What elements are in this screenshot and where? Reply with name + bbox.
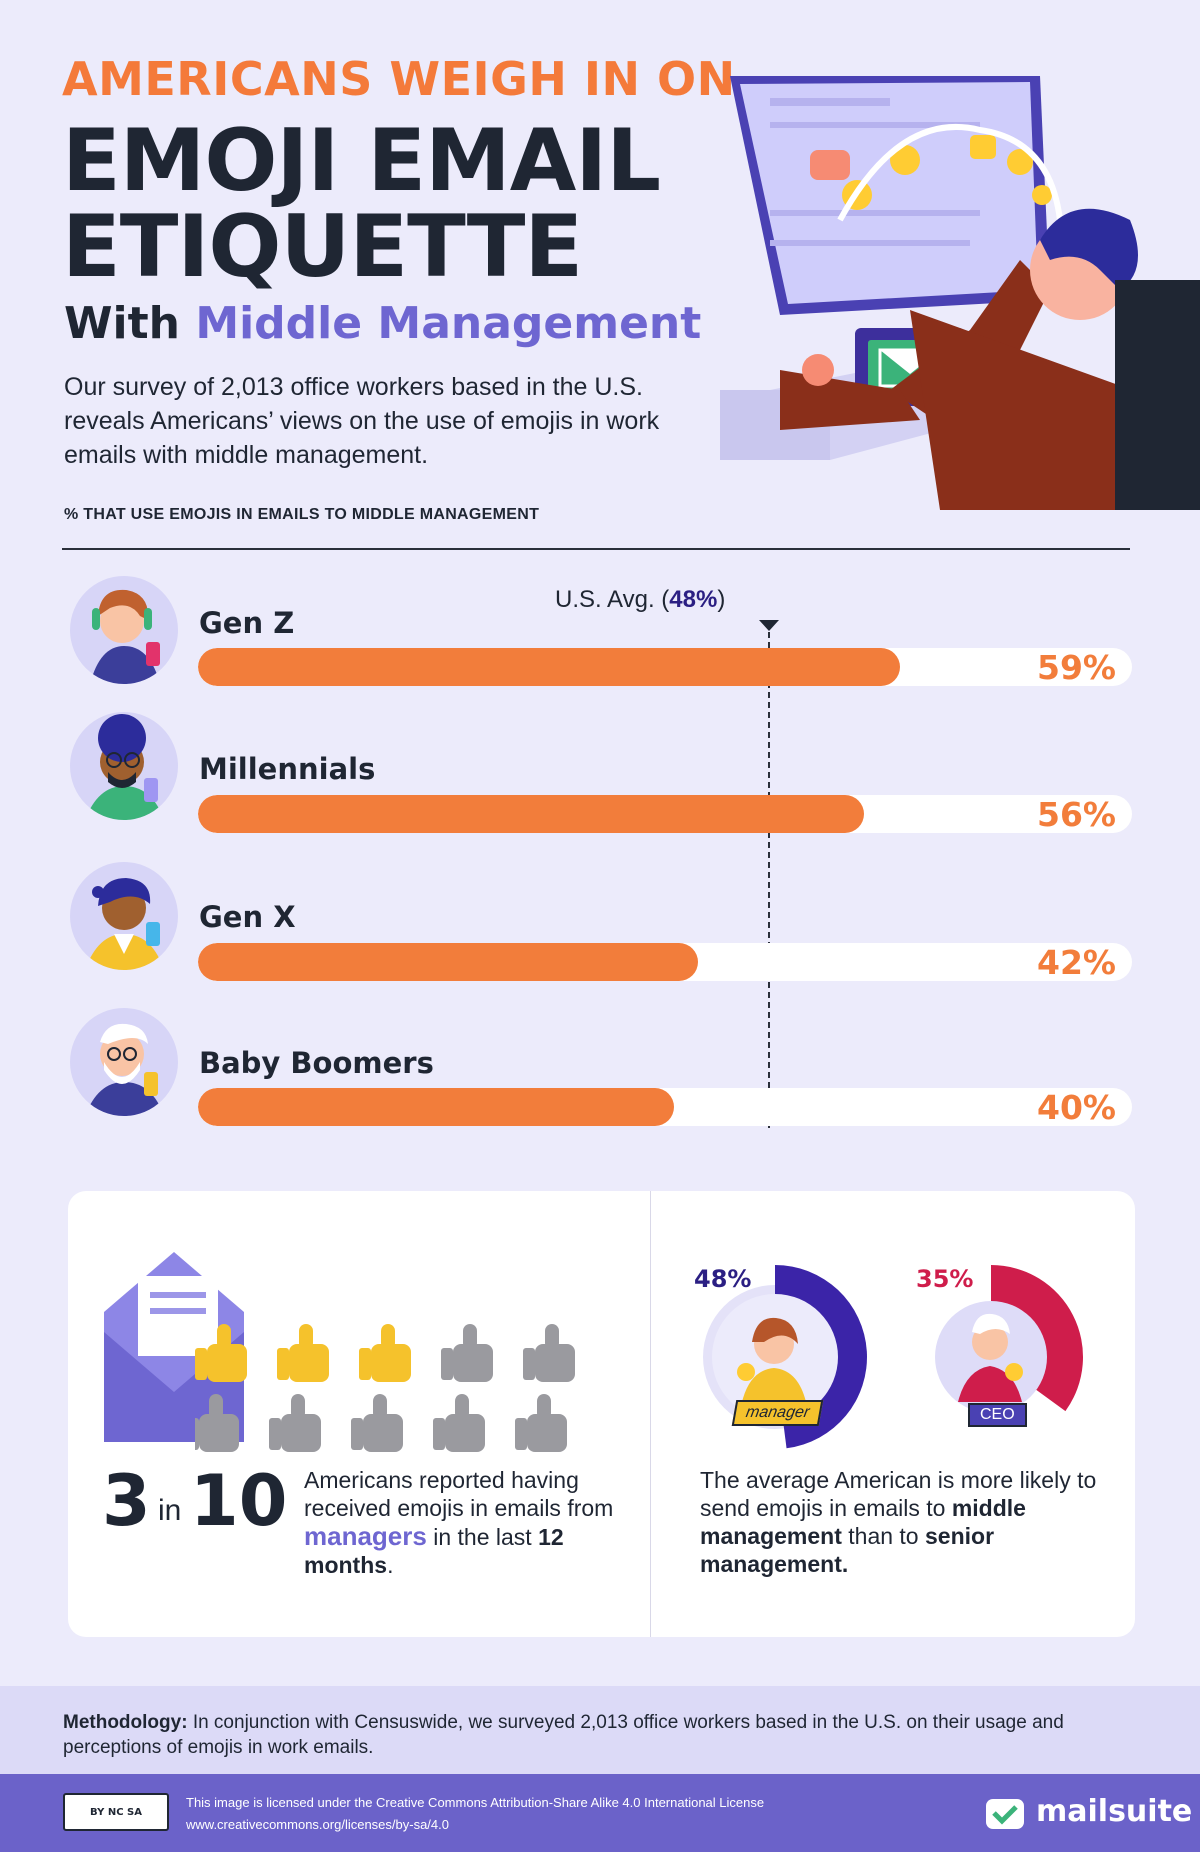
avg-label-value: 48% xyxy=(669,586,718,613)
bar-label-millennials: Millennials xyxy=(199,752,376,786)
bar-track-baby-boomers xyxy=(198,1088,1132,1126)
laugh-emoji-icon xyxy=(1007,149,1033,175)
thumbs-up-icon xyxy=(187,1394,239,1452)
baby-boomers-avatar xyxy=(70,1008,178,1116)
license-link[interactable]: www.creativecommons.org/licenses/by-sa/4… xyxy=(186,1817,449,1832)
compare-bold-2: senior management. xyxy=(700,1523,995,1577)
wink-emoji-icon xyxy=(890,145,920,175)
thumbs-up-icon xyxy=(523,1324,575,1382)
compare-bold-1: middle management xyxy=(700,1495,1026,1549)
bar-value-gen-x: 42% xyxy=(1037,943,1116,982)
subtitle-accent: Middle Management xyxy=(195,298,702,349)
thumbs-up-icon xyxy=(433,1394,485,1452)
compare-text-2: than to xyxy=(848,1523,919,1549)
stat-text-1: Americans reported having received emoji… xyxy=(304,1467,614,1521)
bar-track-gen-x xyxy=(198,943,1132,981)
stat-bold-end: 12 months xyxy=(304,1524,564,1578)
bar-gen-x xyxy=(198,943,698,981)
mailsuite-logo-icon xyxy=(986,1799,1024,1829)
divider-rule xyxy=(62,548,1130,550)
comparison-description: The average American is more likely to s… xyxy=(700,1466,1100,1578)
avg-reference-line xyxy=(768,632,771,1128)
document-icon xyxy=(730,76,1050,315)
ceo-badge: CEO xyxy=(968,1403,1027,1427)
stat-big-total: 10 xyxy=(190,1460,288,1542)
methodology-band xyxy=(0,1686,1200,1774)
gen-z-avatar xyxy=(70,576,178,684)
bar-value-millennials: 56% xyxy=(1037,795,1116,834)
thumbs-up-emoji-icon xyxy=(970,135,996,159)
millennial-person-icon xyxy=(85,714,164,820)
thumbs-up-icon xyxy=(515,1394,567,1452)
thumbs-up-icon xyxy=(195,1324,247,1382)
chart-title: % THAT USE EMOJIS IN EMAILS TO MIDDLE MA… xyxy=(64,506,540,523)
bar-label-gen-x: Gen X xyxy=(199,900,296,934)
thumbs-up-icons xyxy=(187,1324,575,1452)
subtitle: With Middle Management xyxy=(64,298,701,349)
kicker-heading: AMERICANS WEIGH IN ON xyxy=(62,52,736,106)
brand-name[interactable]: mailsuite xyxy=(1036,1794,1193,1829)
bar-track-gen-z xyxy=(198,648,1132,686)
bar-value-gen-z: 59% xyxy=(1037,648,1116,687)
intro-paragraph: Our survey of 2,013 office workers based… xyxy=(64,373,660,469)
hero-illustration xyxy=(720,76,1200,510)
stat-big-number: 3 xyxy=(102,1460,151,1542)
avg-arrow-icon xyxy=(759,620,780,631)
stat-text-2: in the last xyxy=(433,1524,532,1550)
cc-license-badge[interactable]: BY NC SA xyxy=(63,1793,169,1831)
ceo-pct: 35% xyxy=(916,1265,974,1293)
avg-label-suffix: ) xyxy=(717,586,726,613)
ok-hand-emoji-icon xyxy=(1032,185,1052,205)
bar-value-baby-boomers: 40% xyxy=(1037,1088,1116,1127)
thumbs-up-icon xyxy=(441,1324,493,1382)
subtitle-prefix: With xyxy=(64,298,180,349)
millennials-avatar xyxy=(70,712,178,820)
gen-z-person-icon xyxy=(90,589,160,684)
ceo-donut xyxy=(919,1265,1083,1429)
manager-pct: 48% xyxy=(694,1265,752,1293)
thumbs-up-icon xyxy=(277,1324,329,1382)
stat-text-end: . xyxy=(387,1552,394,1578)
gen-x-avatar xyxy=(70,862,178,970)
compare-text-1: The average American is more likely to s… xyxy=(700,1467,1097,1521)
bar-label-gen-z: Gen Z xyxy=(199,606,295,640)
bar-millennials xyxy=(198,795,865,833)
thumbs-up-icon xyxy=(269,1394,321,1452)
methodology-body: In conjunction with Censuswide, we surve… xyxy=(63,1712,1064,1758)
stat-description: Americans reported having received emoji… xyxy=(304,1466,634,1579)
stat-highlight: managers xyxy=(304,1521,427,1551)
methodology-text: Methodology: In conjunction with Censusw… xyxy=(63,1710,1123,1760)
methodology-label: Methodology: xyxy=(63,1712,188,1733)
avg-label: U.S. Avg. (48%) xyxy=(555,586,725,614)
boomer-person-icon xyxy=(85,1023,164,1116)
avg-label-prefix: U.S. Avg. ( xyxy=(555,586,670,613)
bar-gen-z xyxy=(198,648,900,686)
manager-badge: manager xyxy=(731,1400,824,1426)
bar-baby-boomers xyxy=(198,1088,674,1126)
license-text: This image is licensed under the Creativ… xyxy=(186,1795,765,1810)
stat-big-in: in xyxy=(158,1494,182,1527)
card-divider xyxy=(650,1191,651,1637)
bar-label-baby-boomers: Baby Boomers xyxy=(199,1046,434,1080)
bar-track-millennials xyxy=(198,795,1132,833)
gen-x-person-icon xyxy=(85,878,164,970)
page-title: EMOJI EMAIL ETIQUETTE xyxy=(62,111,661,297)
thumbs-up-icon xyxy=(351,1394,403,1452)
thumbs-grid xyxy=(187,1322,595,1472)
thumbs-up-icon xyxy=(359,1324,411,1382)
